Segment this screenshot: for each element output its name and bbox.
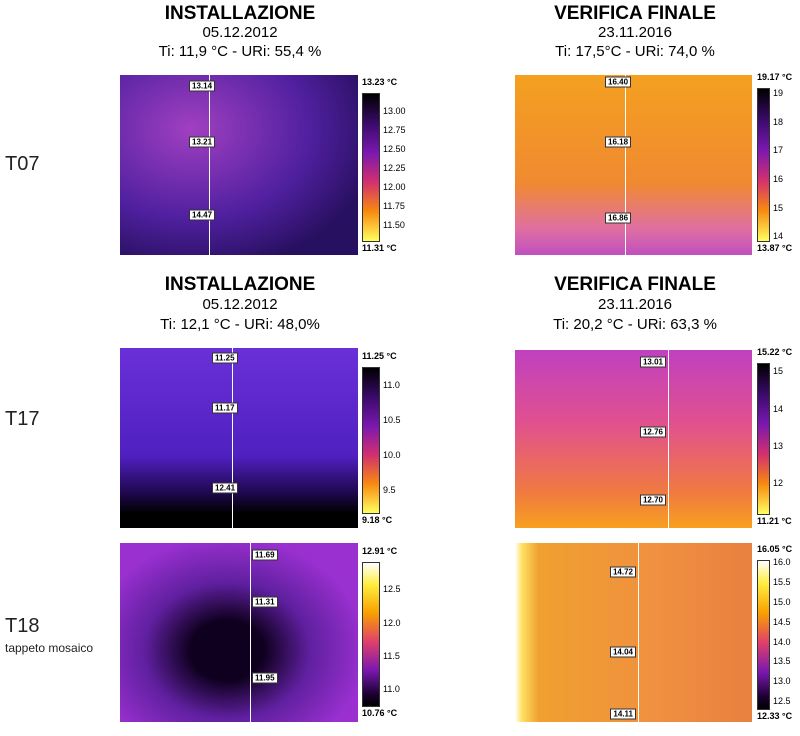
spot-label: 12.41 (212, 482, 239, 494)
scale-tick: 12.5 (773, 696, 791, 707)
scale-tick: 13.5 (773, 656, 791, 667)
scale-tick: 15 (773, 202, 784, 213)
measure-line (209, 75, 210, 255)
panel-conditions: Ti: 11,9 °C - URi: 55,4 % (158, 43, 322, 60)
scale-tick: 15 (773, 366, 784, 377)
scale-tick: 12.00 (383, 182, 406, 193)
scale-tick: 11.0 (383, 684, 400, 695)
scale-tick: 15.5 (773, 576, 791, 587)
scale-tick: 12.50 (383, 143, 406, 154)
thermal-image (120, 348, 358, 528)
scale-tick: 10.5 (383, 414, 401, 425)
scale-max: 12.91 °C (362, 546, 398, 556)
scale-min: 13.87 °C (757, 243, 793, 253)
scale-tick: 14 (773, 403, 784, 414)
scale-tick: 19 (773, 87, 784, 98)
panel-date: 05.12.2012 (202, 24, 278, 41)
panel-conditions: Ti: 12,1 °C - URi: 48,0% (160, 316, 320, 333)
spot-label: 11.95 (252, 672, 278, 684)
scale-max: 13.23 °C (362, 77, 398, 87)
scale-min: 9.18 °C (362, 515, 393, 525)
thermal-image (515, 75, 752, 255)
scale-tick: 13 (773, 441, 784, 452)
scale-tick: 16.0 (773, 556, 791, 567)
scale-tick: 12.75 (383, 124, 406, 135)
row-sublabel: tappeto mosaico (5, 641, 94, 655)
scale-tick: 14.5 (773, 616, 791, 627)
spot-label: 14.11 (610, 708, 636, 720)
spot-label: 13.21 (189, 136, 216, 148)
panel-title: VERIFICA FINALE (554, 3, 716, 24)
scale-tick: 10.0 (383, 449, 401, 460)
scale-tick: 18 (773, 116, 784, 127)
color-scale (757, 363, 770, 515)
spot-label: 16.40 (605, 76, 632, 88)
measure-line (250, 543, 251, 722)
scale-max: 16.05 °C (757, 544, 793, 554)
color-scale (362, 367, 380, 514)
scale-min: 12.33 °C (757, 711, 793, 721)
scale-tick: 12.5 (383, 584, 401, 595)
scale-tick: 11.75 (383, 201, 405, 212)
spot-label: 11.31 (252, 596, 278, 608)
scale-tick: 11.50 (383, 220, 405, 231)
panel-title: INSTALLAZIONE (164, 274, 316, 295)
panel-date: 23.11.2016 (598, 296, 672, 313)
row-label: T07 (5, 153, 40, 175)
scale-tick: 17 (773, 145, 784, 156)
color-scale (757, 88, 770, 242)
measure-line (625, 75, 626, 255)
scale-tick: 13.0 (773, 676, 791, 687)
scale-tick: 12.0 (383, 617, 401, 628)
scale-tick: 16 (773, 173, 784, 184)
scale-min: 10.76 °C (362, 708, 398, 718)
row-label: T18 (5, 615, 40, 637)
scale-max: 15.22 °C (757, 347, 793, 357)
scale-tick: 12.25 (383, 163, 406, 174)
thermal-image (120, 75, 358, 255)
scale-tick: 14 (773, 231, 784, 242)
spot-label: 12.76 (639, 426, 666, 438)
spot-label: 14.04 (609, 646, 636, 658)
spot-label: 11.25 (212, 352, 238, 364)
spot-label: 16.86 (605, 212, 632, 224)
scale-tick: 11.0 (383, 379, 400, 390)
row-label: T17 (5, 408, 40, 430)
spot-label: 13.01 (639, 356, 666, 368)
spot-label: 11.17 (212, 402, 238, 414)
spot-label: 11.69 (252, 549, 278, 561)
color-scale (362, 562, 380, 707)
scale-min: 11.21 °C (757, 516, 792, 526)
spot-label: 13.14 (189, 80, 216, 92)
measure-line (638, 543, 639, 722)
thermal-image (515, 350, 752, 528)
scale-tick: 13.00 (383, 105, 406, 116)
spot-label: 14.47 (189, 209, 216, 221)
color-scale (362, 93, 380, 242)
thermal-image (120, 543, 358, 722)
scale-tick: 11.5 (383, 650, 400, 661)
color-scale (757, 560, 770, 710)
spot-label: 16.18 (605, 136, 632, 148)
measure-line (668, 350, 669, 528)
scale-tick: 15.0 (773, 596, 791, 607)
scale-tick: 9.5 (383, 484, 396, 495)
scale-tick: 12 (773, 478, 784, 489)
panel-date: 05.12.2012 (202, 296, 278, 313)
scale-tick: 14.0 (773, 636, 791, 647)
panel-title: INSTALLAZIONE (164, 3, 316, 24)
panel-conditions: Ti: 17,5°C - URi: 74,0 % (555, 43, 715, 60)
scale-max: 19.17 °C (757, 72, 793, 82)
panel-conditions: Ti: 20,2 °C - URi: 63,3 % (553, 316, 717, 333)
spot-label: 14.72 (609, 566, 636, 578)
scale-min: 11.31 °C (362, 243, 397, 253)
spot-label: 12.70 (639, 494, 666, 506)
measure-line (232, 348, 233, 528)
scale-max: 11.25 °C (362, 351, 397, 361)
panel-date: 23.11.2016 (598, 24, 672, 41)
panel-title: VERIFICA FINALE (554, 274, 716, 295)
